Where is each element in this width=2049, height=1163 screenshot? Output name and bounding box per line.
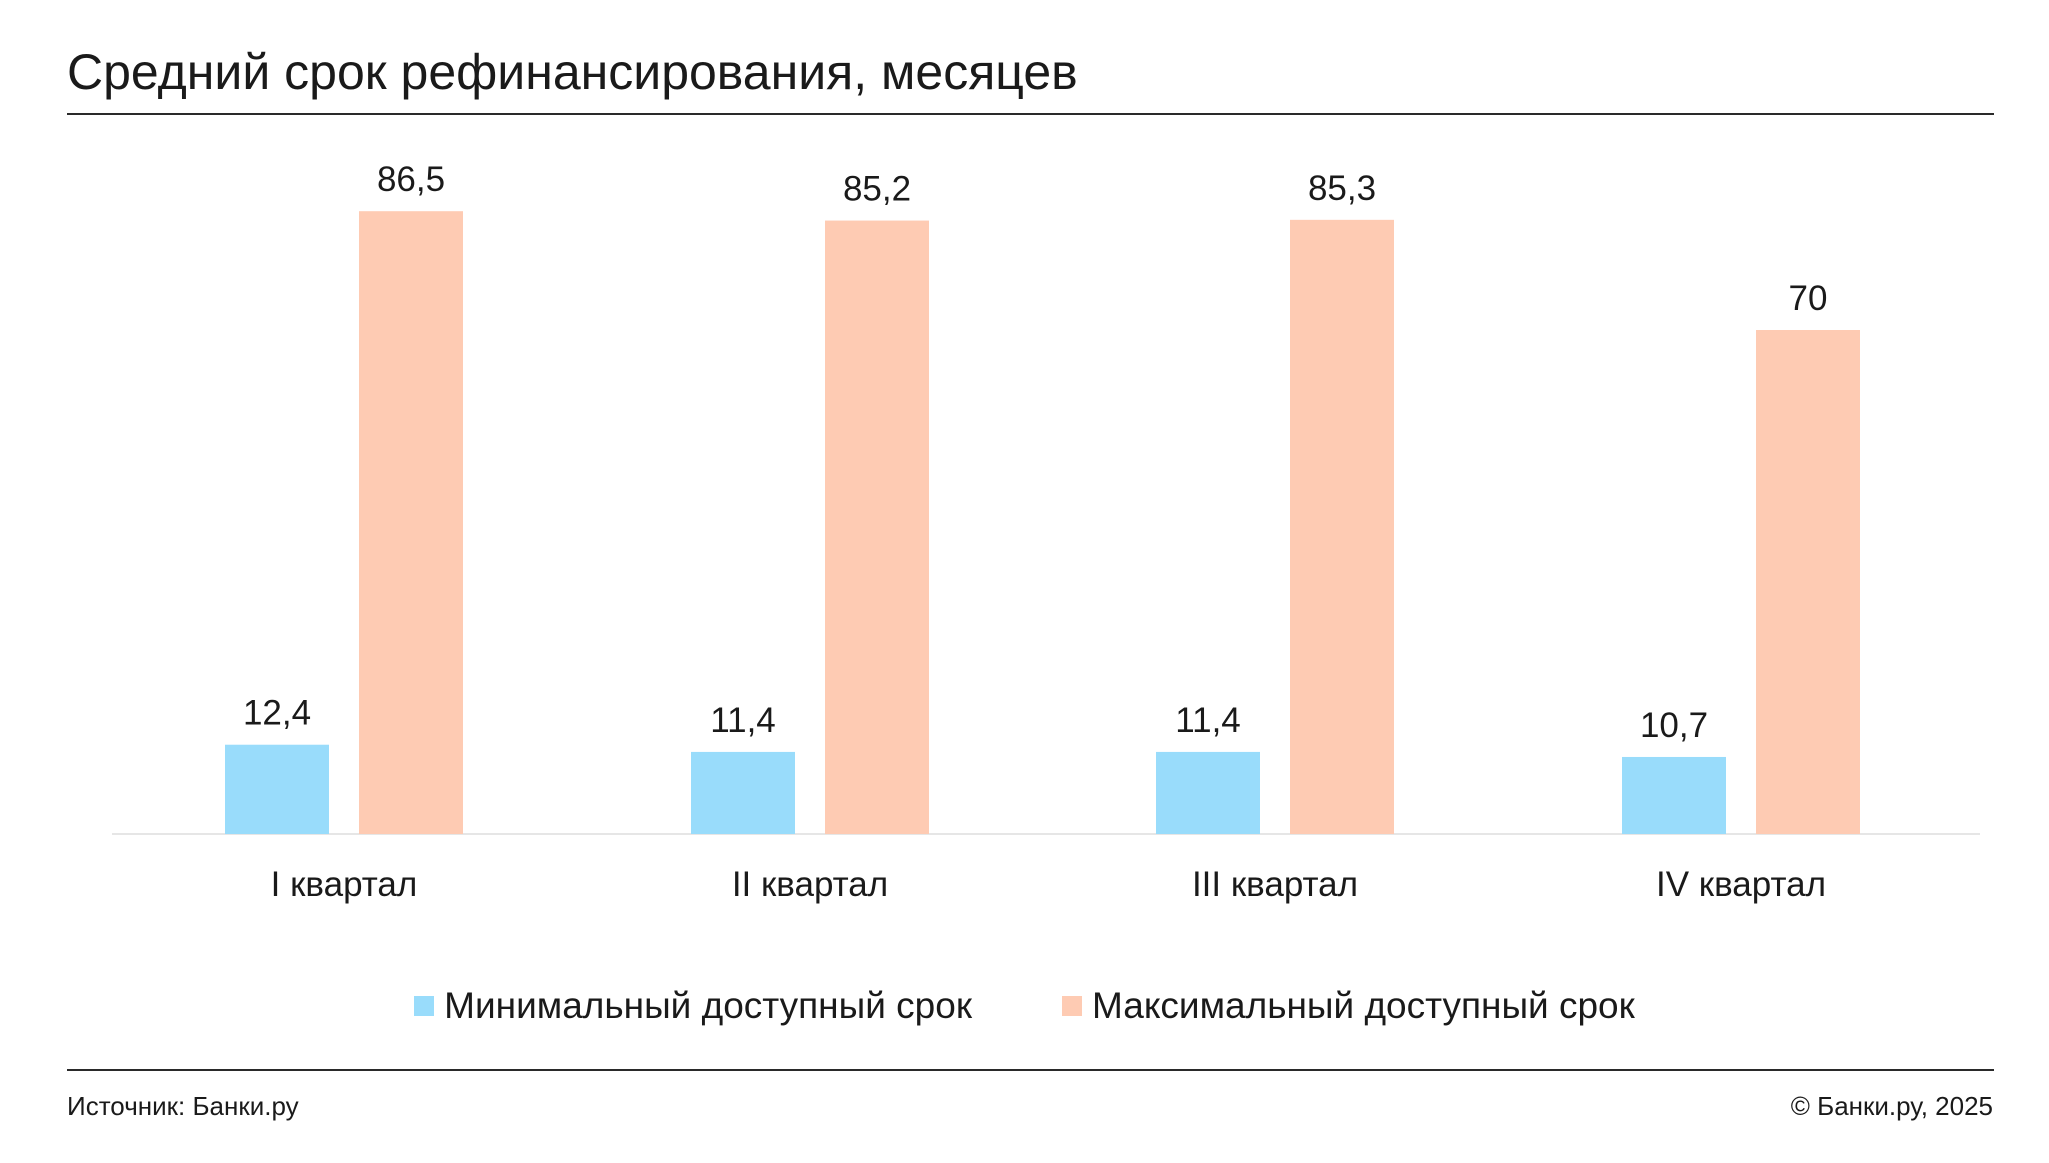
- legend-swatch-min: [414, 996, 435, 1016]
- legend-item-max: Максимальный доступный срок: [1062, 980, 1635, 1032]
- data-label-max-4: 70: [1789, 279, 1828, 318]
- copyright-note: © Банки.ру, 2025: [1790, 1091, 1993, 1121]
- data-label-min-3: 11,4: [1175, 701, 1241, 740]
- data-label-max-3: 85,3: [1308, 169, 1376, 208]
- bar-min-1: [225, 744, 329, 834]
- chart-title: Средний срок рефинансирования, месяцев: [67, 44, 1078, 100]
- x-tick-label-4: IV квартал: [1656, 865, 1826, 904]
- footer-divider: [67, 1069, 1994, 1071]
- bar-min-3: [1156, 751, 1260, 834]
- x-tick-label-1: I квартал: [271, 865, 418, 904]
- data-label-min-2: 11,4: [710, 701, 776, 740]
- source-note: Источник: Банки.ру: [67, 1091, 299, 1121]
- data-label-max-2: 85,2: [843, 170, 911, 209]
- legend-swatch-max: [1062, 996, 1082, 1016]
- bar-max-4: [1756, 330, 1860, 834]
- legend-item-min: Минимальный доступный срок: [414, 980, 972, 1032]
- x-tick-label-2: II квартал: [732, 865, 888, 904]
- x-tick-label-3: III квартал: [1192, 865, 1358, 904]
- bar-max-2: [825, 220, 929, 834]
- bar-max-1: [359, 211, 463, 834]
- title-divider: [67, 113, 1994, 115]
- data-label-max-1: 86,5: [377, 160, 445, 199]
- legend-label-max: Максимальный доступный срок: [1092, 985, 1635, 1026]
- data-label-min-4: 10,7: [1640, 706, 1708, 745]
- data-label-min-1: 12,4: [243, 694, 311, 733]
- bar-max-3: [1290, 219, 1394, 835]
- bar-min-4: [1622, 756, 1726, 834]
- chart-legend: Минимальный доступный срок Максимальный …: [0, 980, 2049, 1032]
- legend-label-min: Минимальный доступный срок: [444, 985, 972, 1026]
- bar-min-2: [691, 751, 795, 834]
